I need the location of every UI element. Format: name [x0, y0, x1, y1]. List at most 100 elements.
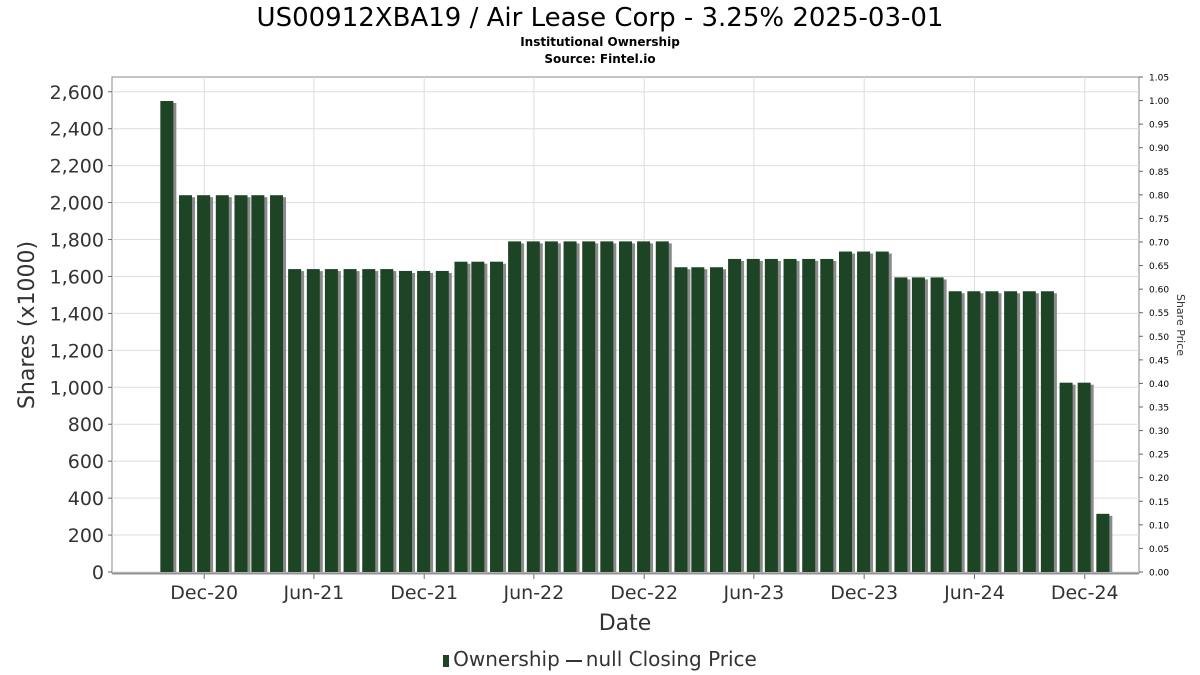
y2-tick-label: 0.25 [1149, 451, 1169, 461]
y2-tick-label: 0.80 [1149, 191, 1169, 201]
bar [324, 269, 338, 572]
bar [380, 269, 394, 572]
y-tick-label: 2,400 [50, 119, 104, 141]
y2-tick-label: 0.95 [1149, 121, 1169, 131]
y-tick-label: 400 [68, 488, 104, 510]
y-tick-label: 1,200 [50, 340, 104, 362]
y-tick-label: 600 [68, 451, 104, 473]
bar-series-ownership [160, 101, 1113, 572]
bar [948, 291, 962, 572]
bar [1040, 291, 1054, 572]
y-axis-right: 0.00 0.05 0.10 0.15 0.20 0.25 0.30 0.35 0.40 0.45… [1139, 74, 1169, 579]
y-tick-label: 800 [68, 414, 104, 436]
bar [967, 291, 981, 572]
y-tick-label: 1,800 [50, 230, 104, 252]
bar [270, 195, 284, 572]
bar [544, 241, 558, 572]
y2-tick-label: 0.10 [1149, 521, 1169, 531]
y2-tick-label: 0.75 [1149, 215, 1169, 225]
bar [179, 195, 193, 572]
bar [435, 270, 449, 572]
bar [417, 270, 431, 572]
bar [582, 241, 596, 572]
price-legend-line [565, 659, 582, 662]
bar [619, 241, 632, 572]
bar [251, 195, 265, 572]
bar [343, 269, 357, 572]
bar [691, 267, 705, 572]
y2-tick-label: 0.50 [1149, 333, 1169, 343]
x-tick-label: Dec-24 [1051, 582, 1119, 604]
y2-tick-label: 0.45 [1149, 356, 1169, 366]
bar [563, 241, 577, 572]
y2-tick-label: 1.05 [1149, 74, 1169, 84]
legend-price-label: null Closing Price [585, 647, 757, 671]
y2-tick-label: 0.85 [1149, 168, 1169, 178]
y2-tick-label: 0.15 [1149, 498, 1169, 508]
bar [600, 241, 614, 572]
y-tick-label: 1,000 [50, 377, 104, 399]
y2-tick-label: 0.35 [1149, 404, 1169, 414]
chart-title: US00912XBA19 / Air Lease Corp - 3.25% 20… [256, 3, 944, 33]
bar [197, 195, 211, 572]
bar [911, 277, 925, 572]
chart-subtitle: Institutional Ownership [520, 35, 680, 49]
y-tick-label: 2,200 [50, 156, 104, 178]
bar [783, 258, 797, 572]
y2-tick-label: 0.20 [1149, 474, 1169, 484]
bar [526, 241, 540, 572]
bar [1077, 382, 1091, 572]
bar [1059, 382, 1073, 572]
y-axis-label: Shares (x1000) [15, 241, 40, 409]
bar [471, 261, 485, 572]
bar [454, 261, 468, 572]
bar [215, 195, 229, 572]
bar [399, 270, 413, 572]
x-tick-label: Jun-24 [943, 582, 1005, 604]
x-tick-label: Jun-23 [723, 582, 785, 604]
chart-legend: Ownership null Closing Price [0, 647, 1200, 671]
bar [802, 258, 816, 572]
y2-tick-label: 0.00 [1149, 569, 1169, 579]
x-tick-label: Dec-21 [390, 582, 458, 604]
y2-tick-label: 0.70 [1149, 239, 1169, 249]
y2-tick-label: 1.00 [1149, 97, 1169, 107]
bar [234, 195, 248, 572]
bar [838, 251, 852, 572]
y2-tick-label: 0.60 [1149, 286, 1169, 296]
bar [875, 251, 889, 572]
y2-tick-label: 0.55 [1149, 309, 1169, 319]
bar [1096, 513, 1110, 572]
bar [508, 241, 522, 572]
bar [1022, 291, 1036, 572]
x-tick-label: Jun-22 [503, 582, 565, 604]
bar [930, 277, 944, 572]
x-axis-label: Date [599, 611, 652, 636]
y-tick-label: 1,600 [50, 266, 104, 288]
bar [820, 258, 834, 572]
bar [306, 269, 320, 572]
bar [490, 261, 504, 572]
bar [985, 291, 999, 572]
bar [746, 258, 760, 572]
bar [728, 258, 742, 572]
chart-source: Source: Fintel.io [544, 52, 656, 66]
bar [764, 258, 778, 572]
bar [710, 267, 724, 572]
legend-ownership-label: Ownership [453, 647, 560, 671]
y-tick-label: 200 [68, 525, 104, 547]
y-tick-label: 0 [92, 562, 104, 584]
bar [160, 101, 174, 572]
ownership-legend-swatch [443, 654, 450, 667]
bar [1004, 291, 1018, 572]
x-tick-label: Dec-20 [170, 582, 238, 604]
y-tick-label: 2,000 [50, 193, 104, 215]
y-axis-left: 0 200 400 600 800 1,000 1,200 1,400 1,600 1,800 2,… [50, 82, 112, 584]
x-tick-label: Dec-22 [610, 582, 678, 604]
bar [674, 267, 688, 572]
y-tick-label: 2,600 [50, 82, 104, 104]
y2-tick-label: 0.90 [1149, 144, 1169, 154]
x-axis: Dec-20 Jun-21 Dec-21 Jun-22 Dec-22 Jun-23 Dec-… [112, 573, 1139, 604]
y2-tick-label: 0.05 [1149, 545, 1169, 555]
